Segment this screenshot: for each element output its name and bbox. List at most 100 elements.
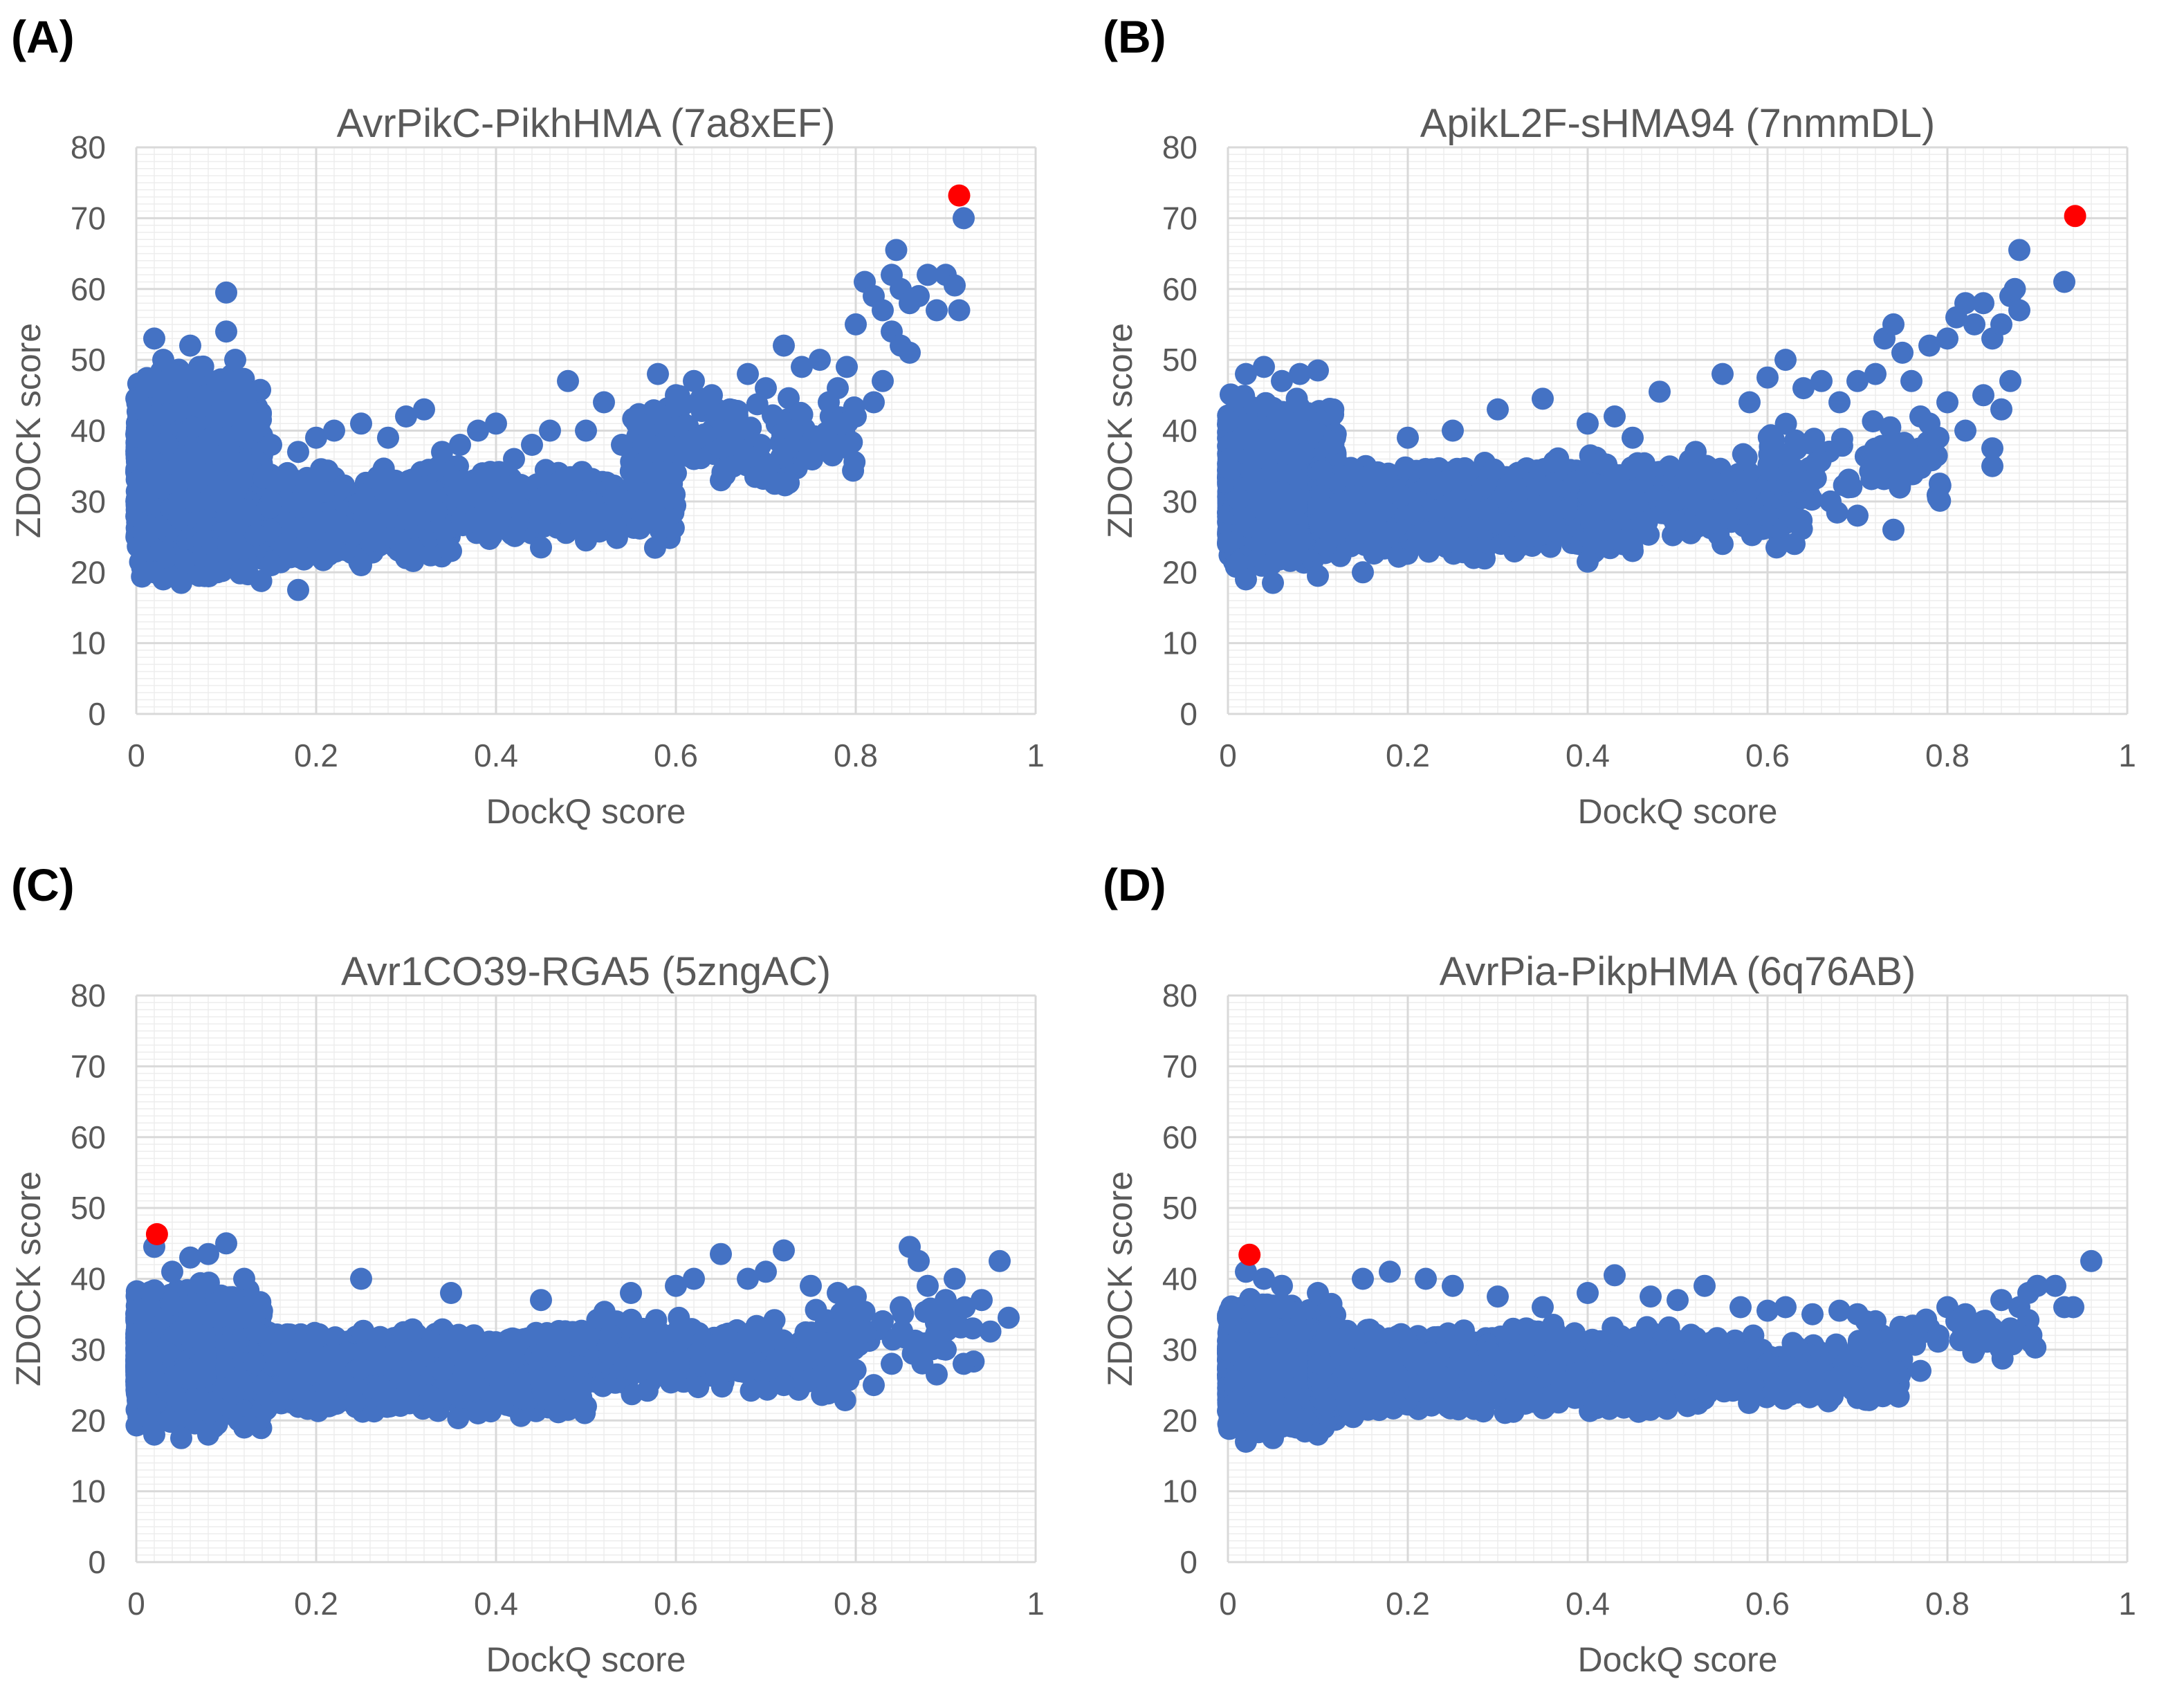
data-point <box>208 405 231 428</box>
data-point <box>719 398 741 421</box>
data-point <box>287 441 309 464</box>
data-point <box>206 561 228 584</box>
data-point <box>638 508 660 531</box>
x-tick-label: 0.4 <box>1566 737 1610 773</box>
data-point <box>181 416 204 439</box>
x-tick-label: 1 <box>1027 737 1045 773</box>
y-tick-label: 40 <box>71 413 106 449</box>
data-point <box>127 392 150 414</box>
data-point <box>530 536 552 559</box>
data-point <box>149 540 172 562</box>
data-point <box>249 378 272 401</box>
data-point <box>658 434 681 457</box>
x-tick-label: 0.6 <box>654 737 698 773</box>
data-point <box>557 369 579 392</box>
data-point <box>259 496 282 519</box>
data-point <box>170 377 192 400</box>
data-point <box>701 384 723 407</box>
data-point <box>683 369 705 392</box>
y-axis-label: ZDOCK score <box>1101 323 1139 538</box>
data-point <box>917 264 939 286</box>
data-point <box>188 565 210 587</box>
data-point <box>183 490 206 513</box>
data-point <box>250 569 273 592</box>
y-tick-label: 50 <box>1162 342 1197 378</box>
data-point <box>431 441 453 464</box>
data-point <box>555 522 578 544</box>
x-axis-label: DockQ score <box>1578 792 1778 831</box>
x-tick-label: 0.8 <box>834 737 878 773</box>
data-point <box>402 477 425 500</box>
scatter-chart: (B)ApikL2F-sHMA94 (7nmmDL)01020304050607… <box>1101 11 2136 831</box>
decoy-cloud <box>1217 383 1952 578</box>
y-tick-label: 50 <box>71 342 106 378</box>
highlight-point <box>948 184 971 207</box>
data-point <box>419 544 442 567</box>
data-point <box>818 391 840 414</box>
data-point <box>220 484 243 506</box>
data-point <box>433 520 456 542</box>
data-point <box>206 369 228 392</box>
decoy-cloud <box>125 355 866 592</box>
scatter-chart: (A)AvrPikC-PikhHMA (7a8xEF)0102030405060… <box>9 11 1045 831</box>
data-point <box>719 434 741 456</box>
y-tick-label: 30 <box>1162 484 1197 520</box>
data-point <box>575 419 597 442</box>
y-tick-label: 20 <box>71 554 106 590</box>
data-point <box>146 404 168 427</box>
major-gridlines <box>1227 146 2129 715</box>
y-tick-label: 0 <box>1180 696 1197 732</box>
data-point <box>297 475 320 497</box>
data-point <box>773 334 795 357</box>
data-point <box>138 479 160 502</box>
data-point <box>449 434 471 456</box>
data-point <box>245 524 267 547</box>
y-tick-label: 70 <box>1162 200 1197 236</box>
data-point <box>316 459 339 482</box>
data-point <box>314 540 336 562</box>
data-point <box>141 375 163 398</box>
data-point <box>830 434 853 457</box>
data-point <box>782 419 804 442</box>
y-tick-label: 80 <box>71 129 106 165</box>
data-point <box>242 405 264 428</box>
data-point <box>509 499 532 522</box>
data-point <box>149 515 172 538</box>
data-point <box>953 207 975 230</box>
y-axis-label: ZDOCK score <box>9 323 48 538</box>
data-point <box>926 299 948 322</box>
data-point <box>156 433 178 456</box>
x-tick-label: 0.2 <box>1386 737 1430 773</box>
data-point <box>604 515 627 538</box>
data-point <box>863 391 885 414</box>
data-point <box>221 542 244 565</box>
data-point <box>665 461 687 484</box>
data-point <box>265 470 288 493</box>
data-point <box>683 448 705 470</box>
data-point <box>215 320 237 343</box>
data-point <box>174 549 196 571</box>
x-tick-label: 0.8 <box>1925 737 1970 773</box>
data-point <box>279 516 302 539</box>
data-point <box>305 426 327 449</box>
data-point <box>556 468 578 491</box>
major-gridlines <box>135 146 1037 715</box>
data-point <box>755 455 777 477</box>
data-point <box>504 524 526 547</box>
y-tick-label: 80 <box>1162 129 1197 165</box>
panel-b: (B) ApikL2F-sHMA94 (7nmmDL) 0 10 20 30 40 50 60 7… <box>1092 0 2183 848</box>
y-tick-label: 20 <box>1162 554 1197 590</box>
data-point <box>323 419 345 442</box>
data-point <box>260 434 282 456</box>
data-point <box>470 487 493 510</box>
data-point <box>845 405 867 428</box>
data-point <box>764 473 786 495</box>
data-point <box>287 578 309 601</box>
data-point <box>659 486 681 509</box>
data-point <box>530 511 552 534</box>
x-tick-label: 0.4 <box>474 737 518 773</box>
data-point <box>347 493 370 515</box>
data-point <box>485 518 507 541</box>
panel-letter: (B) <box>1103 11 1166 62</box>
x-axis-label: DockQ score <box>486 792 686 831</box>
